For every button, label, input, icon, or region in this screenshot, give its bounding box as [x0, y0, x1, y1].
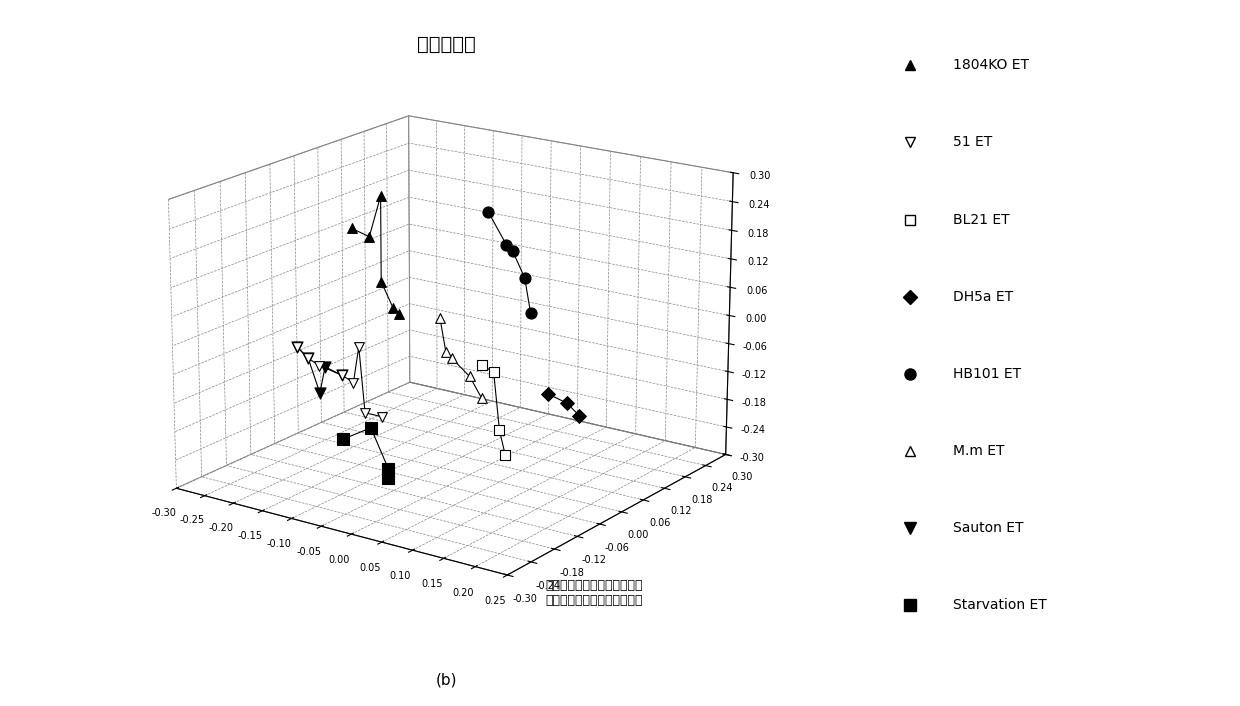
Text: DH5a ET: DH5a ET — [954, 289, 1013, 304]
Text: (b): (b) — [435, 673, 458, 688]
Text: 每种图标代表大肠杆菌和耳夔
分枝杆菌不同亚种，突变体。: 每种图标代表大肠杆菌和耳夔 分枝杆菌不同亚种，突变体。 — [546, 579, 644, 607]
Text: BL21 ET: BL21 ET — [954, 213, 1009, 227]
Text: 1804KO ET: 1804KO ET — [954, 59, 1029, 72]
Text: M.m ET: M.m ET — [954, 444, 1004, 458]
Text: Sauton ET: Sauton ET — [954, 521, 1023, 535]
Text: 51 ET: 51 ET — [954, 136, 992, 150]
Text: 主成分分析: 主成分分析 — [417, 35, 476, 54]
Text: Starvation ET: Starvation ET — [954, 599, 1047, 612]
Text: HB101 ET: HB101 ET — [954, 367, 1022, 381]
